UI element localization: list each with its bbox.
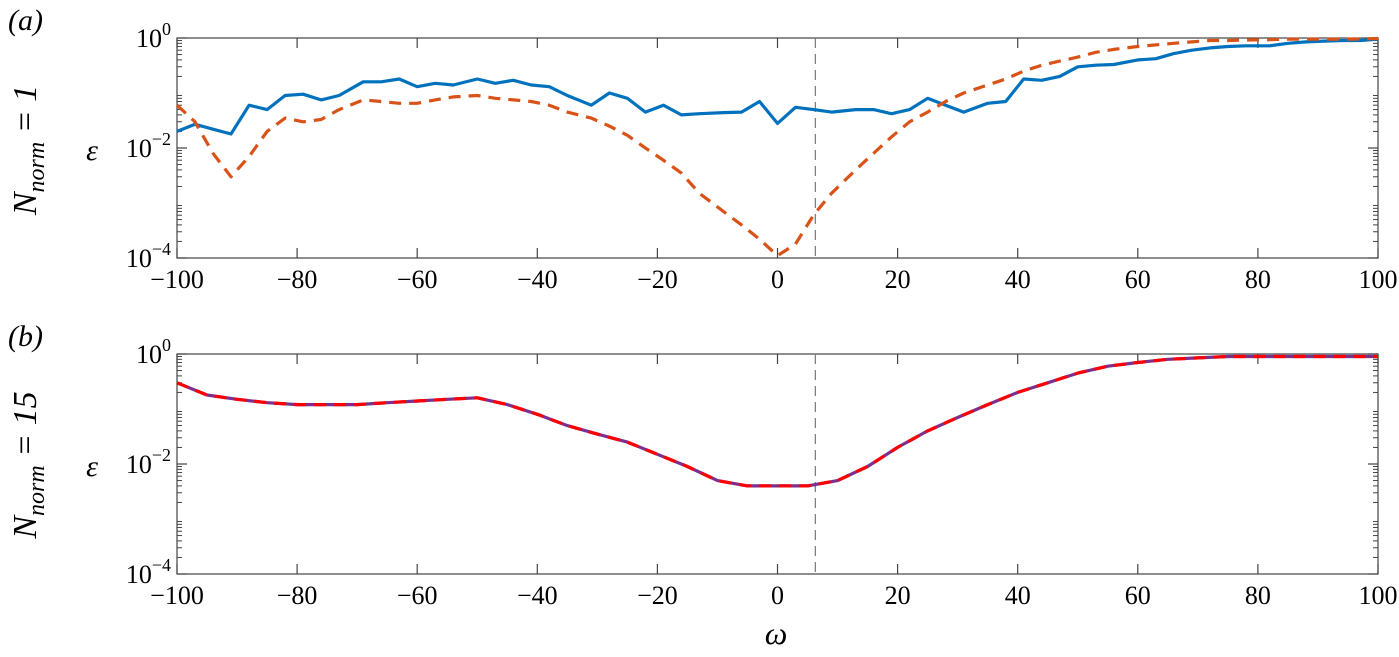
panel-a: (a) Nnorm = 1 ε 10−4 10−2 100 −100 −80 −60 −40… <box>7 4 1398 294</box>
panel-b-series-2-line <box>176 354 1378 488</box>
panel-a-x-tick-label: −60 <box>397 265 438 294</box>
panel-b-x-tick-label: −20 <box>637 581 678 610</box>
panel-b-x-tick-label: 80 <box>1245 581 1271 610</box>
panel-b-y-tick-label: 10−4 <box>126 555 171 589</box>
panel-b-series-1-line <box>176 354 1378 488</box>
panel-a-axes-frame <box>176 37 1379 259</box>
panel-b-x-axis-label: ω <box>765 615 788 651</box>
panel-b: (b) Nnorm = 15 ε 10−4 10−2 100 −100 −80 −60 −4… <box>7 320 1398 651</box>
panel-b-x-tick-label: −100 <box>150 581 204 610</box>
panel-a-y-axis-label: ε <box>86 134 98 167</box>
panel-b-label: (b) <box>8 320 43 353</box>
panel-a-x-tick-label: 0 <box>771 265 784 294</box>
panel-a-x-tick-label: −20 <box>637 265 678 294</box>
panel-a-y-tick-label: 10−2 <box>126 129 171 163</box>
panel-b-x-tick-label: 20 <box>885 581 911 610</box>
panel-b-x-tick-label: 40 <box>1005 581 1031 610</box>
panel-b-x-tick-label: −40 <box>517 581 558 610</box>
panel-b-y-tick-label: 10−2 <box>126 445 171 479</box>
panel-a-x-tick-label: 80 <box>1245 265 1271 294</box>
panel-b-axes-frame <box>176 353 1379 575</box>
panel-a-y-tick-label: 100 <box>136 19 171 53</box>
panel-b-y-tick-label: 100 <box>136 335 171 369</box>
panel-a-x-tick-label: 40 <box>1005 265 1031 294</box>
panel-b-x-tick-label: −80 <box>277 581 318 610</box>
panel-a-plot-area: 10−4 10−2 100 −100 −80 −60 −40 −20 0 20 40 60 80 100 <box>126 19 1398 294</box>
panel-b-plot-area: 10−4 10−2 100 −100 −80 −60 −40 −20 0 20 40 60 80 100 <box>126 335 1398 610</box>
panel-a-x-tick-label: 100 <box>1359 265 1398 294</box>
panel-b-x-tick-label: 0 <box>771 581 784 610</box>
panel-a-side-label: Nnorm = 1 <box>7 85 50 216</box>
panel-a-x-tick-label: 60 <box>1125 265 1151 294</box>
panel-a-x-tick-label: −80 <box>277 265 318 294</box>
panel-a-series-1-line <box>176 37 1379 136</box>
panel-a-y-tick-label: 10−4 <box>126 239 171 273</box>
panel-b-x-tick-label: 100 <box>1359 581 1398 610</box>
panel-b-x-tick-label: −60 <box>397 581 438 610</box>
panel-a-x-tick-label: 20 <box>885 265 911 294</box>
panel-a-label: (a) <box>8 4 43 37</box>
panel-a-x-tick-label: −40 <box>517 265 558 294</box>
panel-b-x-tick-label: 60 <box>1125 581 1151 610</box>
panel-a-x-tick-label: −100 <box>150 265 204 294</box>
panel-a-series-2-line <box>175 36 1379 258</box>
panel-b-y-axis-label: ε <box>86 450 98 483</box>
panel-b-side-label: Nnorm = 15 <box>7 391 50 539</box>
